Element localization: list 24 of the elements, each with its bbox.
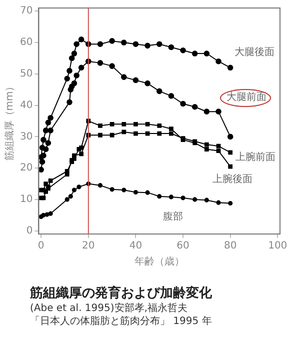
x-tick-label: 0 xyxy=(38,240,44,252)
text: (Abe et al. 1995)安部孝,福永哲夫 xyxy=(30,302,188,315)
y-tick-label: 70 xyxy=(20,6,33,17)
y-tick-label: 30 xyxy=(20,131,33,142)
y-tick-label: 0 xyxy=(26,225,33,236)
x-tick-label: 20 xyxy=(82,240,95,252)
series-label: 上腕後面 xyxy=(212,173,252,186)
y-tick-label: 40 xyxy=(20,100,33,111)
y-tick-label: 50 xyxy=(20,68,33,80)
y-tick-label: 10 xyxy=(20,194,33,206)
series-label: 大腿前面 xyxy=(226,91,266,104)
x-tick-label: 60 xyxy=(176,240,190,252)
text: 筋組織厚の発育および加齢変化 xyxy=(30,284,213,302)
text: 「日本人の体脂肪と筋肉分布」 1995 年 xyxy=(30,315,213,328)
y-tick-label: 60 xyxy=(20,37,33,48)
series-label: 腹部 xyxy=(163,210,184,222)
x-axis-title: 年齢（歳） xyxy=(134,256,184,268)
x-tick-label: 80 xyxy=(224,240,237,252)
series-label: 上腕前面 xyxy=(235,150,276,163)
x-tick-label: 40 xyxy=(129,240,142,252)
y-axis-title: 筋組織厚（mm） xyxy=(4,81,16,161)
y-tick-label: 20 xyxy=(20,162,33,174)
series-label: 大腿後面 xyxy=(234,46,274,58)
x-tick-label: 100 xyxy=(268,240,288,252)
